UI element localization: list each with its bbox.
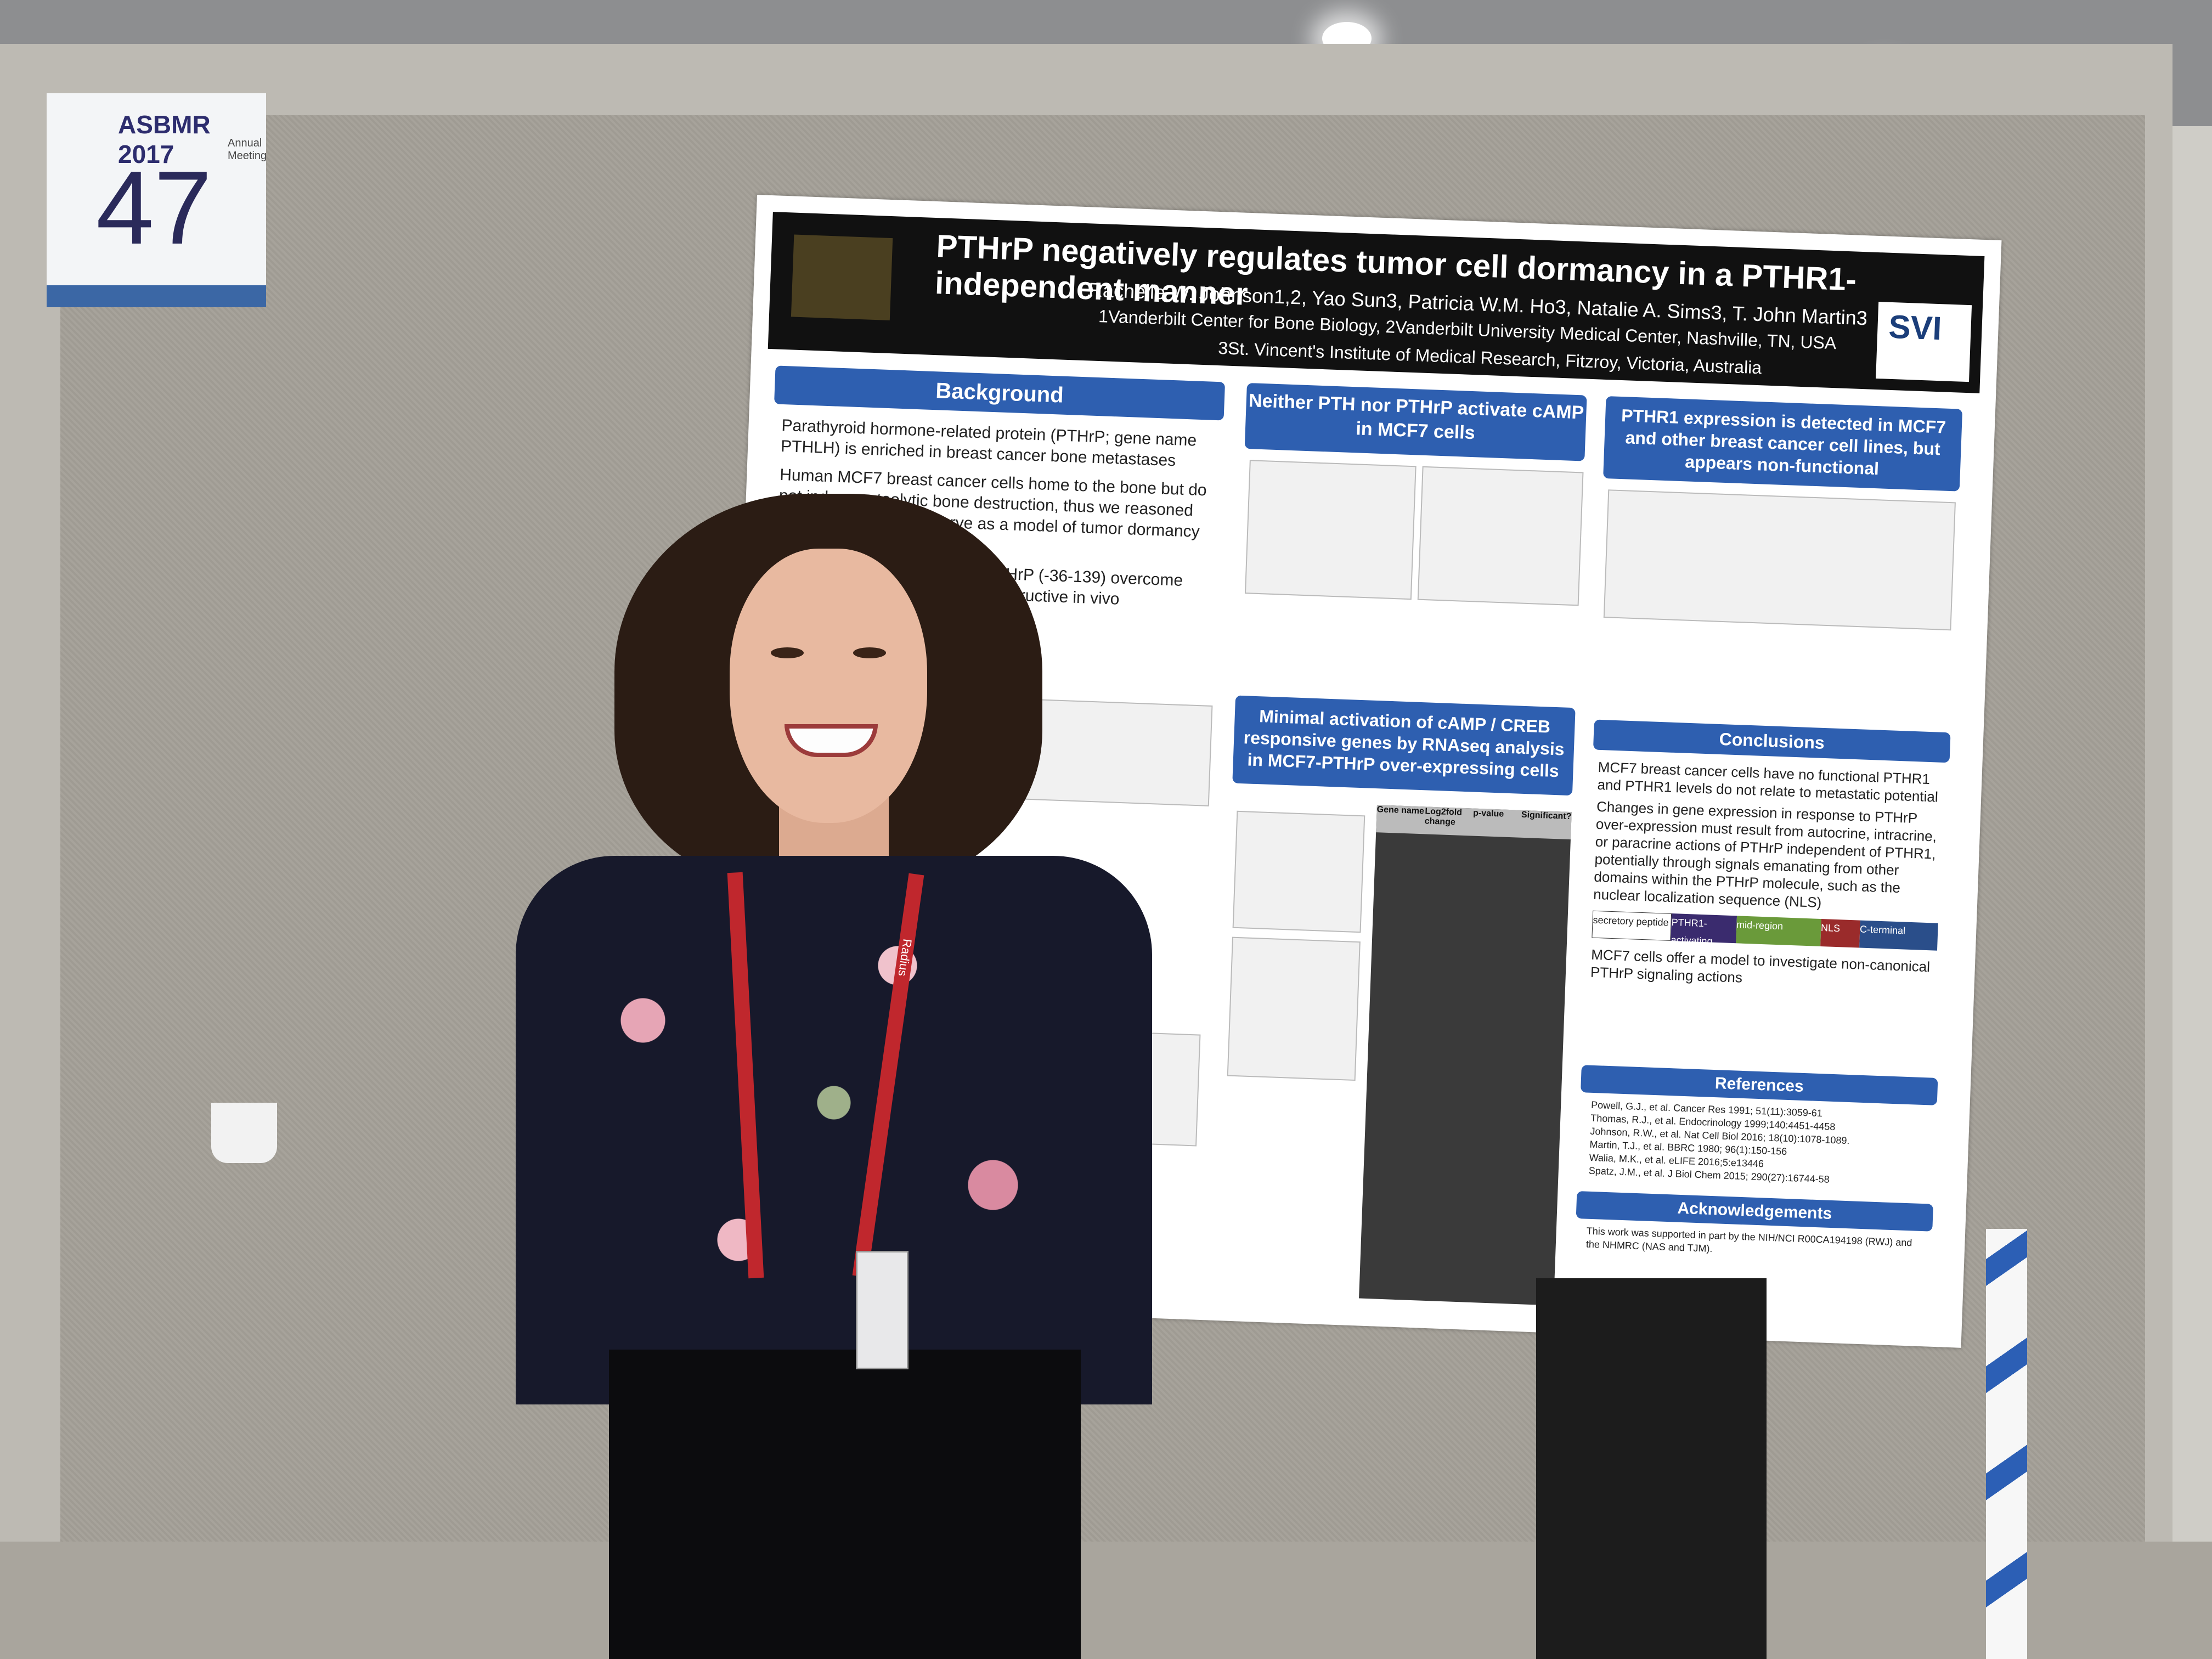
table-header-cell: p-value [1472, 808, 1504, 819]
poster-banner: PTHrP negatively regulates tumor cell do… [768, 212, 1985, 393]
section-background: Background [774, 365, 1226, 421]
presenter-face [730, 549, 927, 823]
references-list: Powell, G.J., et al. Cancer Res 1991; 51… [1588, 1098, 1931, 1190]
conclusion-bullet: MCF7 cells offer a model to investigate … [1590, 946, 1931, 986]
conference-sub: Annual Meeting [228, 137, 267, 162]
striped-pole [1986, 1229, 2027, 1659]
svi-logo-text: SVI [1888, 308, 1943, 347]
vanderbilt-logo [791, 234, 893, 321]
table-header-cell: Gene name [1376, 805, 1425, 816]
figure-creb-a [1232, 810, 1365, 933]
lanyard-text: Radius [895, 938, 915, 978]
conclusion-bullet: MCF7 breast cancer cells have no functio… [1597, 758, 1939, 805]
table-header-cell: Significant? [1521, 810, 1572, 822]
figure-camp-a [1244, 460, 1417, 600]
creb-gene-table: Gene name Log2fold change p-value Signif… [1359, 805, 1572, 1306]
figure-camp-b [1417, 466, 1584, 606]
domain-mid-region: mid-region [1735, 916, 1821, 946]
booth-number-card: ASBMR 2017 Annual Meeting 47 [47, 93, 267, 307]
background-bullet: Parathyroid hormone-related protein (PTH… [780, 416, 1197, 470]
section-pthr1: PTHR1 expression is detected in MCF7 and… [1603, 396, 1963, 492]
paper-cup [211, 1103, 277, 1163]
booth-number: 47 [96, 150, 212, 266]
background-person-legs [1536, 1278, 1767, 1659]
domain-secretory: secretory peptide [1592, 910, 1672, 941]
pthrp-domain-diagram: secretory peptide PTHR1-activating mid-r… [1592, 910, 1938, 951]
conclusion-bullet: Changes in gene expression in response t… [1593, 798, 1937, 911]
table-header-cell: Log2fold change [1424, 806, 1463, 827]
table-header: Gene name Log2fold change p-value Signif… [1376, 805, 1572, 840]
figure-volcano-plot [1227, 936, 1361, 1081]
domain-pthr1: PTHR1-activating [1671, 913, 1737, 947]
floor [0, 1542, 2212, 1659]
acknowledgements-text: This work was supported in part by the N… [1585, 1225, 1912, 1255]
figure-pthr1-expression [1603, 489, 1956, 631]
section-creb: Minimal activation of cAMP / CREB respon… [1232, 695, 1576, 796]
name-badge [856, 1251, 909, 1369]
domain-nls: NLS [1820, 918, 1860, 948]
section-conclusions: Conclusions [1593, 719, 1951, 763]
presenter-floral-top [516, 856, 1152, 1404]
section-camp: Neither PTH nor PTHrP activate cAMP in M… [1244, 382, 1587, 461]
presenter-eye [853, 647, 886, 658]
domain-c-terminal: C-terminal [1859, 920, 1938, 951]
presenter-eye [771, 647, 804, 658]
svi-logo: SVI [1876, 302, 1972, 382]
presenter-skirt [609, 1350, 1081, 1659]
conclusions-bullets: MCF7 breast cancer cells have no functio… [1590, 758, 1944, 994]
conference-label: ASBMR 2017 [118, 110, 211, 168]
